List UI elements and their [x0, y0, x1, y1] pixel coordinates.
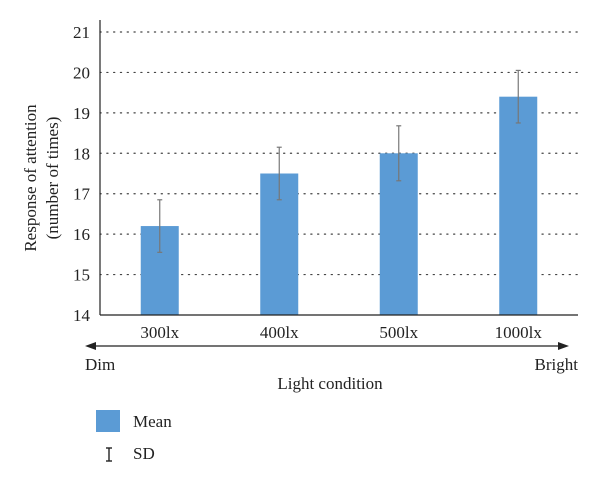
dim-bright-arrow — [85, 342, 569, 350]
arrow-head-left — [85, 342, 96, 350]
x-tick-label: 1000lx — [495, 323, 543, 342]
x-tick-label: 500lx — [379, 323, 418, 342]
y-tick-label: 14 — [73, 306, 91, 325]
y-tick-label: 16 — [73, 225, 90, 244]
y-tick-label: 15 — [73, 266, 90, 285]
y-tick-label: 18 — [73, 144, 90, 163]
y-tick-label: 21 — [73, 23, 90, 42]
legend-mean-swatch — [96, 410, 120, 432]
axes — [99, 20, 578, 316]
bar — [499, 96, 538, 315]
y-tick-label: 17 — [73, 185, 91, 204]
legend-sd-label: SD — [133, 444, 155, 463]
gridlines — [99, 31, 579, 276]
x-tick-label: 300lx — [140, 323, 179, 342]
dim-label: Dim — [85, 355, 115, 374]
y-tick-label: 20 — [73, 63, 90, 82]
bars — [140, 96, 538, 315]
x-axis-label: Light condition — [277, 374, 383, 393]
y-tick-labels: 14 15 16 17 18 19 20 21 — [73, 23, 91, 325]
bright-label: Bright — [535, 355, 579, 374]
y-axis-label-line2: (number of times) — [43, 117, 62, 240]
x-tick-labels: 300lx 400lx 500lx 1000lx — [140, 323, 542, 342]
y-tick-label: 19 — [73, 104, 90, 123]
arrow-head-right — [558, 342, 569, 350]
legend-sd-icon — [106, 447, 112, 462]
y-axis-label-line1: Response of attention — [21, 104, 40, 252]
error-bars — [157, 69, 521, 253]
legend: Mean SD — [96, 410, 172, 463]
x-tick-label: 400lx — [260, 323, 299, 342]
legend-mean-label: Mean — [133, 412, 172, 431]
